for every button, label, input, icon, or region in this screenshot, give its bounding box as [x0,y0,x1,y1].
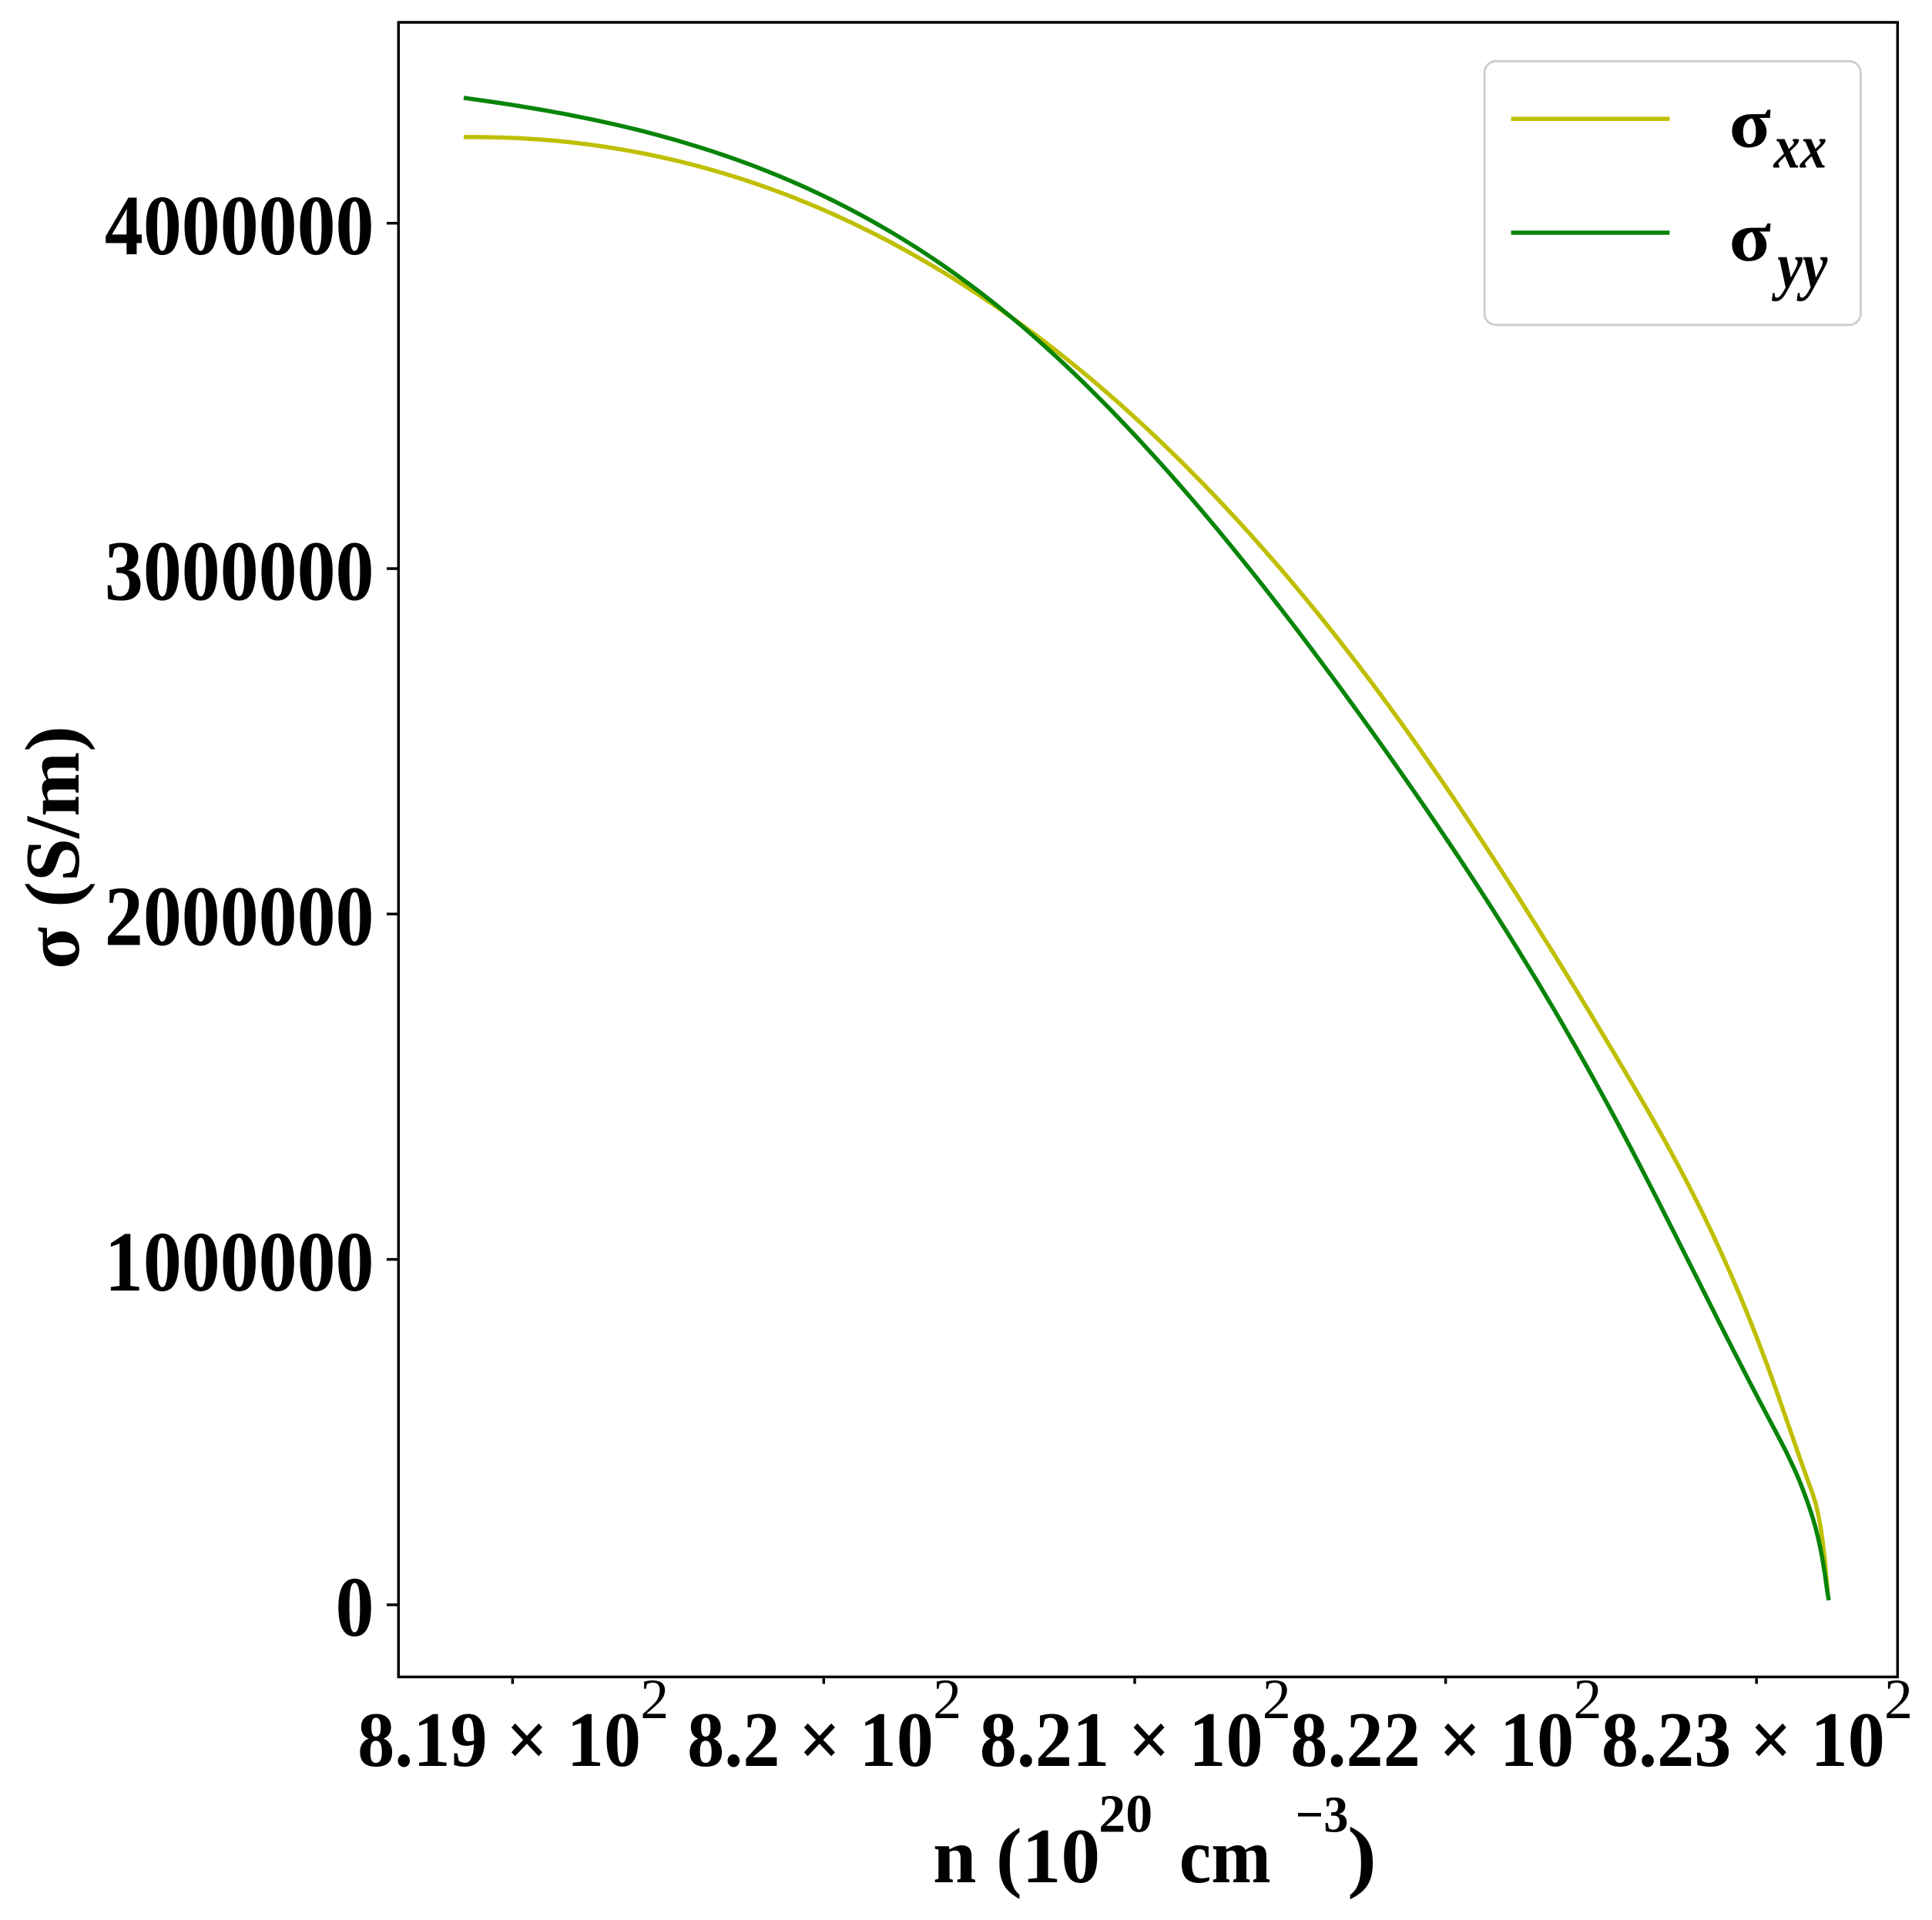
svg-text:yy: yy [1772,229,1828,301]
svg-text:2: 2 [933,1668,961,1731]
svg-text:2: 2 [1884,1668,1913,1731]
svg-text:8.19 × 10: 8.19 × 10 [357,1697,641,1784]
svg-text:8.2 × 10: 8.2 × 10 [687,1697,934,1784]
svg-text:1000000: 1000000 [105,1214,374,1309]
svg-text:2: 2 [640,1668,669,1731]
svg-text:8.23 × 10: 8.23 × 10 [1602,1697,1885,1784]
svg-text:3000000: 3000000 [105,523,374,618]
svg-text:σ: σ [1729,83,1771,162]
svg-text:cm: cm [1179,1813,1271,1900]
svg-text:8.22 × 10: 8.22 × 10 [1290,1697,1574,1784]
svg-text:σ (S/m): σ (S/m) [9,726,96,969]
svg-text:xx: xx [1773,113,1827,182]
svg-text:20: 20 [1098,1785,1152,1844]
svg-text:2: 2 [1573,1668,1602,1731]
svg-text:): ) [1347,1811,1377,1900]
svg-text:0: 0 [336,1559,374,1654]
svg-text:σ: σ [1729,197,1771,276]
svg-text:−3: −3 [1296,1786,1349,1843]
svg-text:n (10: n (10 [933,1813,1100,1899]
svg-text:2: 2 [1263,1668,1291,1731]
svg-text:2000000: 2000000 [105,869,374,964]
svg-text:4000000: 4000000 [105,178,374,273]
svg-text:8.21 × 10: 8.21 × 10 [980,1697,1263,1784]
